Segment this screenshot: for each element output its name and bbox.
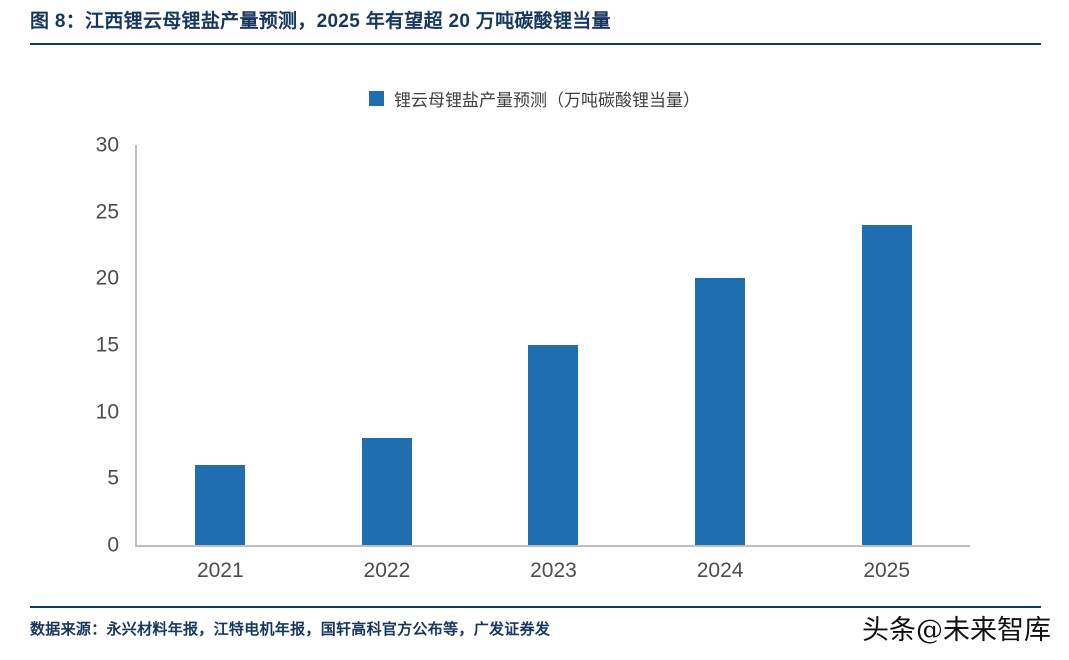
y-tick-label: 0 <box>107 533 119 557</box>
bar-2025 <box>861 225 912 545</box>
figure-header: 图 8：江西锂云母锂盐产量预测，2025 年有望超 20 万吨碳酸锂当量 <box>30 10 1041 45</box>
y-axis: 0 5 10 15 20 25 30 <box>47 135 135 556</box>
figure-title: 图 8：江西锂云母锂盐产量预测，2025 年有望超 20 万吨碳酸锂当量 <box>30 11 611 32</box>
x-axis-labels: 2021 2022 2023 2024 2025 <box>137 545 970 583</box>
y-tick-label: 5 <box>107 466 119 490</box>
bar-slot <box>803 145 970 545</box>
y-tick-label: 20 <box>95 266 119 290</box>
chart-legend: 锂云母锂盐产量预测（万吨碳酸锂当量） <box>0 86 1069 111</box>
bar-chart: 0 5 10 15 20 25 30 2021 2022 2023 2024 2025 <box>96 135 970 582</box>
x-tick-label: 2023 <box>530 559 577 582</box>
x-tick-label: 2022 <box>363 559 411 582</box>
x-tick-label: 2025 <box>863 559 911 582</box>
bar-slot <box>304 145 471 545</box>
bar-slot <box>470 145 637 545</box>
y-tick-label: 25 <box>95 200 119 224</box>
bar-2024 <box>695 278 746 545</box>
watermark: 头条@未来智库 <box>862 615 1051 646</box>
bar-2022 <box>361 438 412 545</box>
bar-2021 <box>195 465 246 545</box>
header-divider <box>30 42 1041 45</box>
legend-swatch <box>369 91 384 106</box>
bar-2023 <box>528 345 579 545</box>
bar-slot <box>137 145 304 545</box>
legend-label: 锂云母锂盐产量预测（万吨碳酸锂当量） <box>394 91 700 110</box>
bars <box>137 145 970 545</box>
footer-divider <box>30 606 1041 608</box>
y-tick-label: 10 <box>95 400 119 424</box>
x-tick-label: 2021 <box>196 559 244 582</box>
source-note: 数据来源：永兴材料年报，江特电机年报，国轩高科官方公布等，广发证券发 <box>30 621 551 638</box>
x-tick-label: 2024 <box>696 559 744 582</box>
y-tick-label: 15 <box>95 333 119 357</box>
bar-slot <box>637 145 804 545</box>
y-tick-label: 30 <box>95 133 119 157</box>
